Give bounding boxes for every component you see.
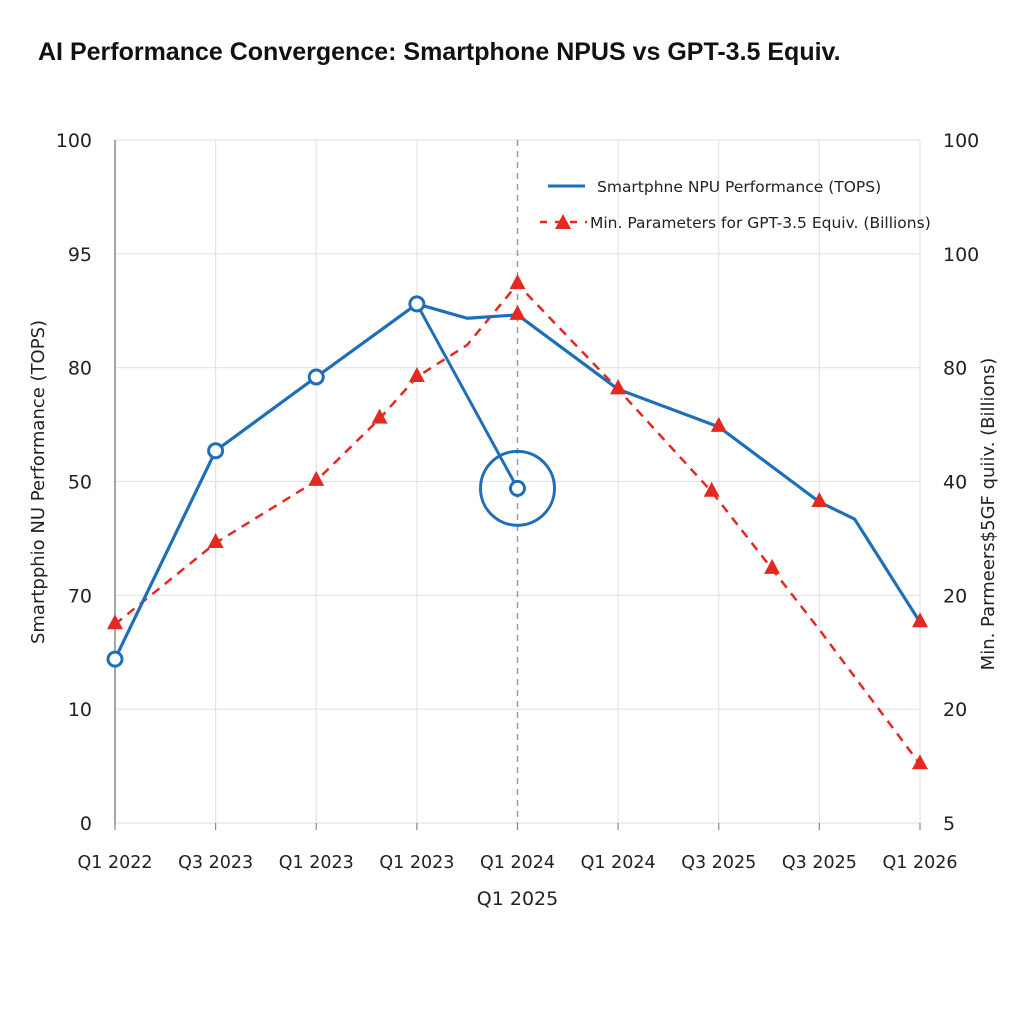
left-tick-label: 95	[68, 244, 92, 266]
series-branch-npu	[415, 303, 519, 490]
left-tick-label: 80	[68, 358, 92, 380]
left-tick-label: 100	[56, 130, 92, 152]
x-tick-label: Q1 2024	[581, 853, 656, 873]
left-tick-label: 0	[80, 813, 92, 835]
triangle-marker	[509, 304, 526, 320]
triangle-marker	[555, 214, 571, 229]
right-tick-label: 20	[943, 699, 967, 721]
x-axis-label: Q1 2025	[477, 888, 558, 910]
triangle-marker	[371, 408, 388, 424]
right-tick-label: 5	[943, 813, 955, 835]
right-tick-label: 80	[943, 358, 967, 380]
right-tick-label: 40	[943, 472, 967, 494]
left-tick-label: 50	[68, 472, 92, 494]
x-tick-label: Q1 2023	[379, 853, 454, 873]
left-axis-label: Smartpphio NU Performance (TOPS)	[28, 320, 49, 644]
triangle-marker	[764, 558, 781, 574]
triangle-marker	[107, 614, 123, 630]
circle-marker	[509, 479, 526, 497]
circle-marker	[408, 295, 426, 313]
x-tick-label: Q3 2023	[178, 853, 253, 873]
x-tick-label: Q3 2025	[681, 853, 756, 873]
circle-marker	[207, 442, 225, 460]
triangle-marker	[710, 416, 727, 432]
highlight-ring	[479, 449, 556, 527]
triangle-marker	[408, 367, 425, 383]
circle-marker	[106, 650, 124, 668]
circle-marker	[307, 368, 325, 386]
triangle-marker	[308, 470, 325, 486]
x-tick-label: Q1 2023	[279, 853, 354, 873]
right-tick-label: 100	[943, 244, 979, 266]
right-axis-label: Min. Parmeers$5GF quiiv. (Billions)	[978, 358, 999, 671]
x-tick-label: Q1 2022	[77, 853, 152, 873]
triangle-marker	[610, 379, 627, 395]
chart-title: AI Performance Convergence: Smartphone N…	[38, 38, 841, 66]
x-tick-label: Q3 2025	[782, 853, 857, 873]
right-tick-label: 100	[943, 130, 979, 152]
triangle-marker	[703, 481, 720, 497]
legend-label-npu: Smartphne NPU Performance (TOPS)	[597, 178, 881, 196]
right-tick-label: 20	[943, 585, 967, 607]
left-tick-label: 70	[68, 585, 92, 607]
left-tick-label: 10	[68, 699, 92, 721]
triangle-marker	[912, 754, 928, 770]
x-tick-label: Q1 2024	[480, 853, 555, 873]
legend-label-parameters: Min. Parameters for GPT-3.5 Equiv. (Bill…	[590, 214, 931, 232]
triangle-marker	[912, 612, 928, 628]
triangle-marker	[509, 274, 526, 290]
x-tick-label: Q1 2026	[882, 853, 957, 873]
triangle-marker	[811, 491, 828, 507]
triangle-marker	[207, 532, 224, 548]
series-line-parameters	[114, 282, 922, 766]
